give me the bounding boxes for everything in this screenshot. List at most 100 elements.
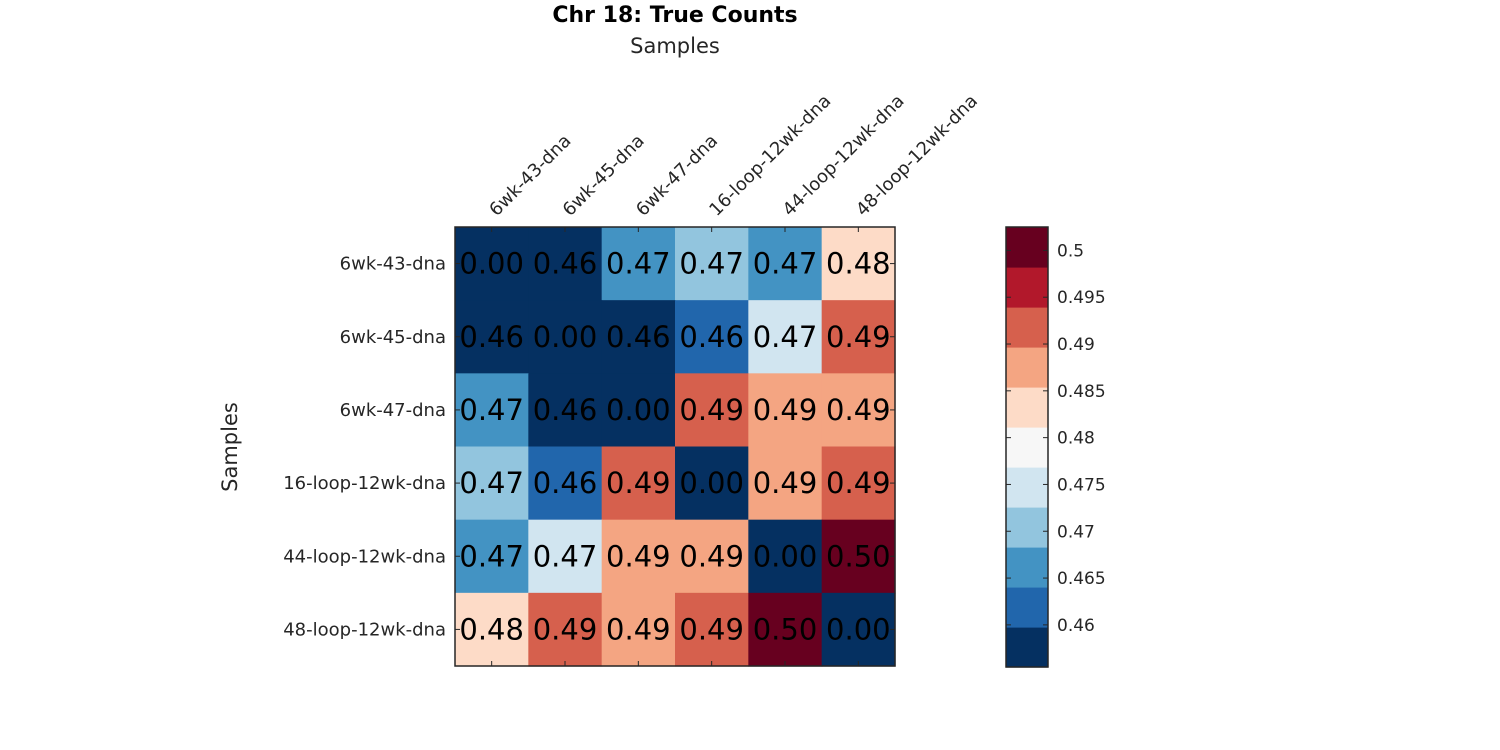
cell-value-label: 0.49 bbox=[826, 466, 891, 500]
colorbar-segment bbox=[1006, 307, 1048, 348]
colorbar-tick-label: 0.46 bbox=[1057, 616, 1095, 636]
cell-value-label: 0.49 bbox=[533, 612, 598, 646]
colorbar-tick-label: 0.495 bbox=[1057, 288, 1106, 308]
cell-value-label: 0.00 bbox=[753, 539, 818, 573]
heatmap-cell bbox=[748, 300, 823, 374]
heatmap-cell bbox=[528, 227, 603, 301]
heatmap-cell bbox=[675, 519, 749, 594]
cell-value-label: 0.47 bbox=[533, 539, 598, 573]
cell-value-label: 0.46 bbox=[606, 320, 671, 354]
heatmap-cell bbox=[528, 300, 603, 374]
colorbar-segment bbox=[1006, 507, 1048, 548]
plot-frame bbox=[454, 226, 896, 667]
heatmap-cell bbox=[601, 373, 676, 448]
x-tick-label: 48-loop-12wk-dna bbox=[852, 91, 982, 221]
heatmap-cell bbox=[675, 592, 749, 667]
colorbar-tick-label: 0.5 bbox=[1057, 241, 1084, 261]
y-tick-label: 44-loop-12wk-dna bbox=[283, 546, 446, 567]
y-tick-label: 6wk-43-dna bbox=[340, 254, 446, 275]
cell-value-label: 0.00 bbox=[606, 393, 671, 427]
heatmap-cell bbox=[675, 300, 749, 374]
cell-value-label: 0.49 bbox=[826, 320, 891, 354]
heatmap-cell bbox=[528, 373, 603, 448]
y-tick-labels: 6wk-43-dna 6wk-45-dna 6wk-47-dna 16-loop-12… bbox=[283, 254, 446, 641]
cell-value-label: 0.50 bbox=[753, 612, 818, 646]
heatmap-cell bbox=[748, 519, 823, 594]
heatmap-cell bbox=[528, 446, 603, 521]
colorbar-tick-label: 0.49 bbox=[1057, 335, 1095, 355]
heatmap-cell bbox=[821, 373, 896, 448]
cell-value-label: 0.49 bbox=[679, 612, 744, 646]
cell-value-label: 0.46 bbox=[679, 320, 744, 354]
cell-value-label: 0.49 bbox=[679, 539, 744, 573]
x-axis-label: Samples bbox=[630, 34, 720, 58]
cell-value-label: 0.47 bbox=[753, 320, 818, 354]
heatmap-cell bbox=[455, 373, 529, 448]
colorbar-segment bbox=[1006, 227, 1048, 268]
cell-value-label: 0.46 bbox=[533, 247, 598, 281]
colorbar-segment bbox=[1006, 547, 1048, 588]
y-tick-label: 6wk-45-dna bbox=[340, 327, 446, 348]
y-tick-label: 16-loop-12wk-dna bbox=[283, 473, 446, 494]
cell-value-label: 0.50 bbox=[826, 539, 891, 573]
cell-value-label: 0.47 bbox=[606, 247, 671, 281]
colorbar: 0.46 0.465 0.47 0.475 0.48 0.485 0.49 0.495 0.5 bbox=[1005, 226, 1106, 668]
heatmap-cell bbox=[821, 519, 896, 594]
heatmap-cell bbox=[601, 592, 676, 667]
heatmap-cell bbox=[748, 227, 823, 301]
cell-value-label: 0.47 bbox=[459, 393, 524, 427]
colorbar-segment bbox=[1006, 467, 1048, 508]
colorbar-segment bbox=[1006, 267, 1048, 308]
heatmap-cell bbox=[455, 227, 529, 301]
heatmap-cell bbox=[455, 592, 529, 667]
cell-value-label: 0.00 bbox=[533, 320, 598, 354]
cell-value-label: 0.49 bbox=[753, 393, 818, 427]
heatmap-cell bbox=[528, 592, 603, 667]
cell-value-label: 0.47 bbox=[459, 539, 524, 573]
colorbar-segment bbox=[1006, 427, 1048, 468]
cell-value-label: 0.49 bbox=[606, 539, 671, 573]
colorbar-segment bbox=[1006, 347, 1048, 388]
heatmap-cell bbox=[675, 373, 749, 448]
heatmap-cells: 0.00 0.46 0.47 0.47 0.47 0.480.46 0.00 0.46 0.46… bbox=[454, 226, 896, 667]
heatmap-cell bbox=[455, 446, 529, 521]
x-tick-label: 44-loop-12wk-dna bbox=[779, 91, 909, 221]
cell-value-label: 0.49 bbox=[826, 393, 891, 427]
cell-value-label: 0.47 bbox=[459, 466, 524, 500]
y-tick-label: 48-loop-12wk-dna bbox=[283, 619, 446, 640]
colorbar-tick-label: 0.485 bbox=[1057, 382, 1106, 402]
heatmap-cell bbox=[821, 300, 896, 374]
cell-value-label: 0.49 bbox=[679, 393, 744, 427]
heatmap-cell bbox=[821, 592, 896, 667]
heatmap-cell bbox=[675, 227, 749, 301]
colorbar-segment bbox=[1006, 387, 1048, 428]
heatmap-cell bbox=[601, 519, 676, 594]
cell-value-label: 0.49 bbox=[606, 612, 671, 646]
colorbar-segment bbox=[1006, 587, 1048, 628]
heatmap-cell bbox=[748, 446, 823, 521]
cell-value-label: 0.46 bbox=[459, 320, 524, 354]
heatmap-cell bbox=[675, 446, 749, 521]
heatmap-cell bbox=[821, 227, 896, 301]
chart-title: Chr 18: True Counts bbox=[552, 3, 797, 28]
colorbar-segment bbox=[1006, 627, 1048, 668]
x-tick-label: 16-loop-12wk-dna bbox=[705, 91, 835, 221]
heatmap-cell bbox=[455, 300, 529, 374]
cell-value-label: 0.00 bbox=[826, 612, 891, 646]
heatmap-cell bbox=[601, 300, 676, 374]
cell-value-label: 0.48 bbox=[826, 247, 891, 281]
heatmap-cell bbox=[455, 519, 529, 594]
colorbar-frame bbox=[1005, 226, 1049, 668]
cell-value-label: 0.47 bbox=[679, 247, 744, 281]
cell-value-label: 0.46 bbox=[533, 393, 598, 427]
colorbar-tick-label: 0.465 bbox=[1057, 569, 1106, 589]
heatmap-cell bbox=[601, 446, 676, 521]
heatmap-cell bbox=[601, 227, 676, 301]
y-tick-label: 6wk-47-dna bbox=[340, 400, 446, 421]
colorbar-tick-label: 0.48 bbox=[1057, 429, 1095, 449]
cell-value-label: 0.00 bbox=[459, 247, 524, 281]
cell-value-label: 0.46 bbox=[533, 466, 598, 500]
colorbar-tick-label: 0.47 bbox=[1057, 522, 1095, 542]
y-axis-label: Samples bbox=[218, 402, 242, 492]
